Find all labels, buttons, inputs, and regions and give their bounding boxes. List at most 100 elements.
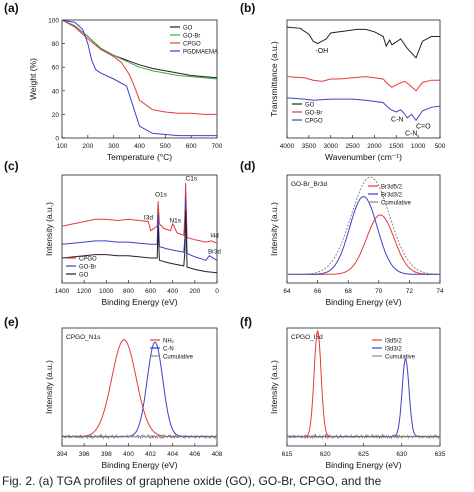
x-tick-label-a: 100 xyxy=(57,143,68,150)
legend-label-b-2: CPGO xyxy=(305,118,323,124)
legend-label-d-1: Br3d3/2 xyxy=(381,192,403,198)
series-line-c-1 xyxy=(61,196,218,261)
x-tick-label-e: 402 xyxy=(145,451,156,458)
plot-frame-e xyxy=(61,327,218,447)
series-line-a-2 xyxy=(61,19,217,115)
annotation-b-2: C=O xyxy=(416,124,431,131)
annotation-c-4: I4d xyxy=(210,234,218,240)
annotation-c-5: Br3d xyxy=(208,249,221,255)
legend-label-f-0: I3d5/2 xyxy=(385,338,402,344)
peak-line-e-1 xyxy=(62,341,217,438)
x-tick-label-a: 400 xyxy=(134,143,145,150)
legend-label-e-0: NH₂ xyxy=(163,338,175,344)
x-tick-label-b: 500 xyxy=(435,143,446,150)
x-tick-label-b: 3000 xyxy=(323,143,338,150)
x-tick-label-b: 4000 xyxy=(280,143,295,150)
peak-line-e-2 xyxy=(61,433,218,440)
x-tick-label-d: 64 xyxy=(283,288,291,295)
x-tick-label-e: 406 xyxy=(189,451,200,458)
legend-label-f-2: Cumulative xyxy=(385,354,416,360)
legend-label-a-1: GO-Br xyxy=(183,33,200,39)
panel-label-c: (c) xyxy=(4,159,19,173)
inner-title-e: CPGO_N1s xyxy=(66,334,101,341)
x-tick-label-c: 400 xyxy=(167,288,178,295)
x-tick-label-f: 625 xyxy=(358,451,369,458)
baseline-noise-e xyxy=(61,433,218,440)
x-tick-label-e: 408 xyxy=(212,451,223,458)
peak-line-f-0 xyxy=(287,330,440,438)
x-tick-label-f: 630 xyxy=(396,451,407,458)
x-tick-label-a: 300 xyxy=(108,143,119,150)
x-tick-label-c: 200 xyxy=(189,288,200,295)
y-axis-label-a: Weight (%) xyxy=(28,58,38,100)
panel-label-e: (e) xyxy=(4,315,19,329)
x-axis-label-c: Binding Energy (eV) xyxy=(101,297,177,307)
x-tick-label-a: 500 xyxy=(160,143,171,150)
series-line-c-0 xyxy=(61,182,218,244)
x-tick-label-d: 72 xyxy=(406,288,414,295)
legend-label-b-1: GO-Br xyxy=(305,110,322,116)
panel-label-f: (f) xyxy=(240,315,252,329)
annotation-b-0: -OH xyxy=(315,48,328,55)
inner-title-f: CPGO_I3d xyxy=(291,334,323,341)
x-tick-label-b: 2000 xyxy=(367,143,382,150)
x-tick-label-b: 3500 xyxy=(302,143,317,150)
legend-label-e-1: C-N xyxy=(163,346,174,352)
y-tick-label-a: 20 xyxy=(52,112,60,119)
y-tick-label-a: 80 xyxy=(52,41,60,48)
y-tick-label-a: 40 xyxy=(52,88,60,95)
x-tick-label-f: 615 xyxy=(282,451,293,458)
x-tick-label-e: 396 xyxy=(79,451,90,458)
legend-label-a-0: GO xyxy=(183,25,193,31)
baseline-noise-f xyxy=(286,433,441,440)
y-tick-label-a: 100 xyxy=(48,18,59,25)
x-tick-label-d: 70 xyxy=(375,288,383,295)
x-tick-label-d: 68 xyxy=(345,288,353,295)
panel-label-b: (b) xyxy=(240,1,255,15)
x-tick-label-c: 1000 xyxy=(99,288,114,295)
y-axis-label-b: Transmittance (a.u.) xyxy=(269,41,279,117)
x-tick-label-c: 800 xyxy=(123,288,134,295)
plot-frame-d xyxy=(286,174,441,284)
x-tick-label-c: 1400 xyxy=(55,288,70,295)
x-axis-label-b: Wavenumber (cm⁻¹) xyxy=(325,152,402,162)
plot-frame-c xyxy=(61,174,218,284)
annotation-c-1: O1s xyxy=(155,192,168,199)
panel-label-d: (d) xyxy=(240,159,255,173)
caption: Fig. 2. (a) TGA profiles of graphene oxi… xyxy=(2,474,382,488)
x-tick-label-d: 66 xyxy=(314,288,322,295)
annotation-b-3: C-N xyxy=(405,131,417,138)
x-axis-label-f: Binding Energy (eV) xyxy=(325,460,401,470)
legend-label-c-1: GO-Br xyxy=(79,264,96,270)
inner-title-d: GO-Br_Br3d xyxy=(291,181,328,188)
y-axis-label-f: Intensity (a.u.) xyxy=(269,360,279,414)
series-line-a-3 xyxy=(61,19,217,137)
series-line-b-2 xyxy=(286,97,441,122)
x-tick-label-f: 635 xyxy=(435,451,446,458)
peak-line-d-0 xyxy=(287,214,440,275)
x-tick-label-d: 74 xyxy=(436,288,444,295)
legend-label-d-0: Br3d5/2 xyxy=(381,184,403,190)
x-tick-label-b: 1500 xyxy=(389,143,404,150)
x-tick-label-a: 600 xyxy=(186,143,197,150)
peak-line-d-2 xyxy=(287,176,440,275)
legend-label-e-2: Cumulative xyxy=(163,354,194,360)
x-tick-label-c: 600 xyxy=(145,288,156,295)
series-line-a-1 xyxy=(61,19,218,80)
legend-label-a-2: CPGO xyxy=(183,41,201,47)
x-tick-label-e: 404 xyxy=(167,451,178,458)
panel-label-a: (a) xyxy=(4,1,19,15)
x-axis-label-d: Binding Energy (eV) xyxy=(325,297,401,307)
x-tick-label-b: 2500 xyxy=(345,143,360,150)
legend-label-c-0: CPGO xyxy=(79,256,97,262)
y-axis-label-c: Intensity (a.u.) xyxy=(44,202,54,256)
x-tick-label-c: 0 xyxy=(215,288,219,295)
y-axis-label-d: Intensity (a.u.) xyxy=(269,202,279,256)
x-axis-label-e: Binding Energy (eV) xyxy=(101,460,177,470)
x-tick-label-e: 400 xyxy=(123,451,134,458)
x-tick-label-c: 1200 xyxy=(77,288,92,295)
plot-frame-b xyxy=(286,19,441,139)
y-tick-label-a: 0 xyxy=(55,136,59,143)
x-tick-label-e: 394 xyxy=(57,451,68,458)
